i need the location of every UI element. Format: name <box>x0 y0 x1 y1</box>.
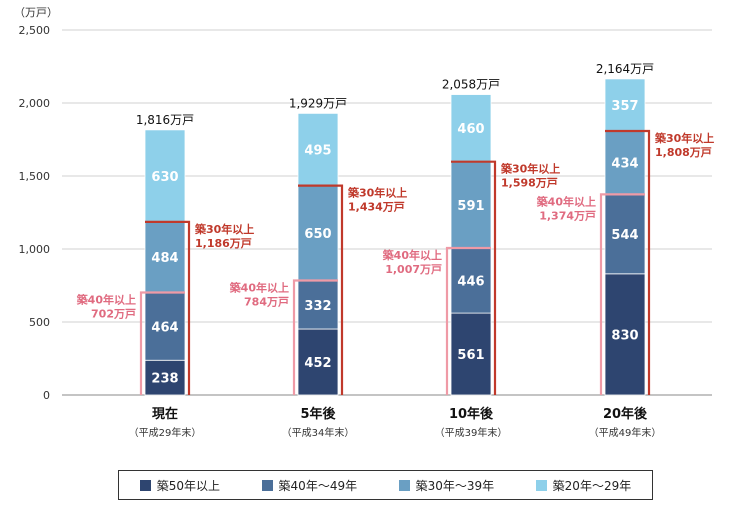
category-sublabel: （平成49年末） <box>589 426 662 439</box>
data-label: 238 <box>151 372 178 387</box>
total-label: 1,929万戸 <box>289 96 347 110</box>
data-label: 434 <box>611 157 638 172</box>
stacked-bar-chart: （万戸） 0 500 1,000 1,500 2,000 2,500 238 464 484 630… <box>14 6 714 439</box>
data-label: 452 <box>304 356 331 371</box>
bar-segment <box>297 328 339 396</box>
y-tick-label: 0 <box>43 389 50 402</box>
legend-label-40: 築40年〜49年 <box>278 478 358 493</box>
legend-swatch-20 <box>535 479 547 491</box>
bar-segment <box>144 292 186 361</box>
category-sublabel: （平成34年末） <box>282 426 355 439</box>
data-label: 357 <box>611 99 638 114</box>
annotation-40-line1: 築40年以上 <box>229 281 289 295</box>
data-label: 332 <box>304 299 331 314</box>
legend-item-30: 築30年〜39年 <box>398 477 495 494</box>
total-label: 2,164万戸 <box>596 62 654 76</box>
bar-segment <box>144 221 186 293</box>
bracket-40 <box>599 193 645 395</box>
data-label: 495 <box>304 144 331 159</box>
annotation-30-line1: 築30年以上 <box>347 186 407 200</box>
annotation-30-line2: 1,808万戸 <box>655 146 712 159</box>
bar-segment <box>450 312 492 396</box>
legend-item-40: 築40年〜49年 <box>261 477 358 494</box>
annotation-40-line2: 1,374万戸 <box>539 209 596 222</box>
annotation-30-line2: 1,186万戸 <box>195 237 252 250</box>
y-tick-label: 500 <box>29 316 50 329</box>
y-tick-label: 1,000 <box>19 243 51 256</box>
data-label: 484 <box>151 251 178 266</box>
y-tick-label: 2,000 <box>19 97 51 110</box>
annotation-30-line1: 築30年以上 <box>194 222 254 236</box>
bracket-30 <box>298 184 344 395</box>
bracket-30 <box>605 129 651 395</box>
data-label: 830 <box>611 328 638 343</box>
legend-label-50: 築50年以上 <box>156 478 221 493</box>
data-label: 630 <box>151 170 178 185</box>
bracket-30 <box>145 220 191 395</box>
legend-item-20: 築20年〜29年 <box>535 477 632 494</box>
bracket-40 <box>445 246 491 395</box>
category-label: 現在 <box>152 406 178 422</box>
category-sublabel: （平成29年末） <box>129 426 202 439</box>
data-label: 561 <box>457 348 484 363</box>
bar-segment <box>450 94 492 163</box>
legend-swatch-50 <box>139 479 151 491</box>
annotation-40-line2: 702万戸 <box>91 308 136 321</box>
category-label: 20年後 <box>603 406 648 422</box>
bar-segment <box>297 112 339 187</box>
bracket-40 <box>139 291 185 395</box>
annotation-30-line2: 1,598万戸 <box>501 177 558 190</box>
category-label: 5年後 <box>300 406 336 422</box>
y-axis-unit: （万戸） <box>14 6 58 19</box>
category-label: 10年後 <box>449 406 494 422</box>
y-tick-label: 2,500 <box>19 24 51 37</box>
annotation-40-line2: 784万戸 <box>244 296 289 309</box>
chart-legend: 築50年以上 築40年〜49年 築30年〜39年 築20年〜29年 <box>118 470 653 500</box>
bar-segment <box>604 273 646 396</box>
annotation-40-line2: 1,007万戸 <box>385 263 442 276</box>
total-label: 1,816万戸 <box>136 113 194 127</box>
bar-segment <box>604 193 646 275</box>
bar-segment <box>450 161 492 249</box>
annotation-30-line1: 築30年以上 <box>654 131 714 145</box>
annotation-40-line1: 築40年以上 <box>76 293 136 307</box>
legend-label-30: 築30年〜39年 <box>415 478 495 493</box>
bar-segment <box>450 247 492 314</box>
data-label: 446 <box>457 275 484 290</box>
y-tick-label: 1,500 <box>19 170 51 183</box>
annotation-30-line2: 1,434万戸 <box>348 201 405 214</box>
bar-segment <box>604 78 646 132</box>
bracket-30 <box>451 160 497 395</box>
category-sublabel: （平成39年末） <box>435 426 508 439</box>
total-label: 2,058万戸 <box>442 78 500 92</box>
bar-segment <box>144 129 186 223</box>
data-label: 460 <box>457 122 484 137</box>
annotation-30-line1: 築30年以上 <box>500 162 560 176</box>
data-label: 591 <box>457 199 484 214</box>
annotation-40-line1: 築40年以上 <box>536 194 596 208</box>
legend-swatch-30 <box>398 479 410 491</box>
legend-label-20: 築20年〜29年 <box>552 478 632 493</box>
bar-segment <box>144 359 186 396</box>
data-label: 464 <box>151 320 178 335</box>
bracket-40 <box>292 279 338 395</box>
data-label: 650 <box>304 227 331 242</box>
annotation-40-line1: 築40年以上 <box>382 248 442 262</box>
data-label: 544 <box>611 228 638 243</box>
legend-item-50: 築50年以上 <box>139 477 221 494</box>
legend-swatch-40 <box>261 479 273 491</box>
